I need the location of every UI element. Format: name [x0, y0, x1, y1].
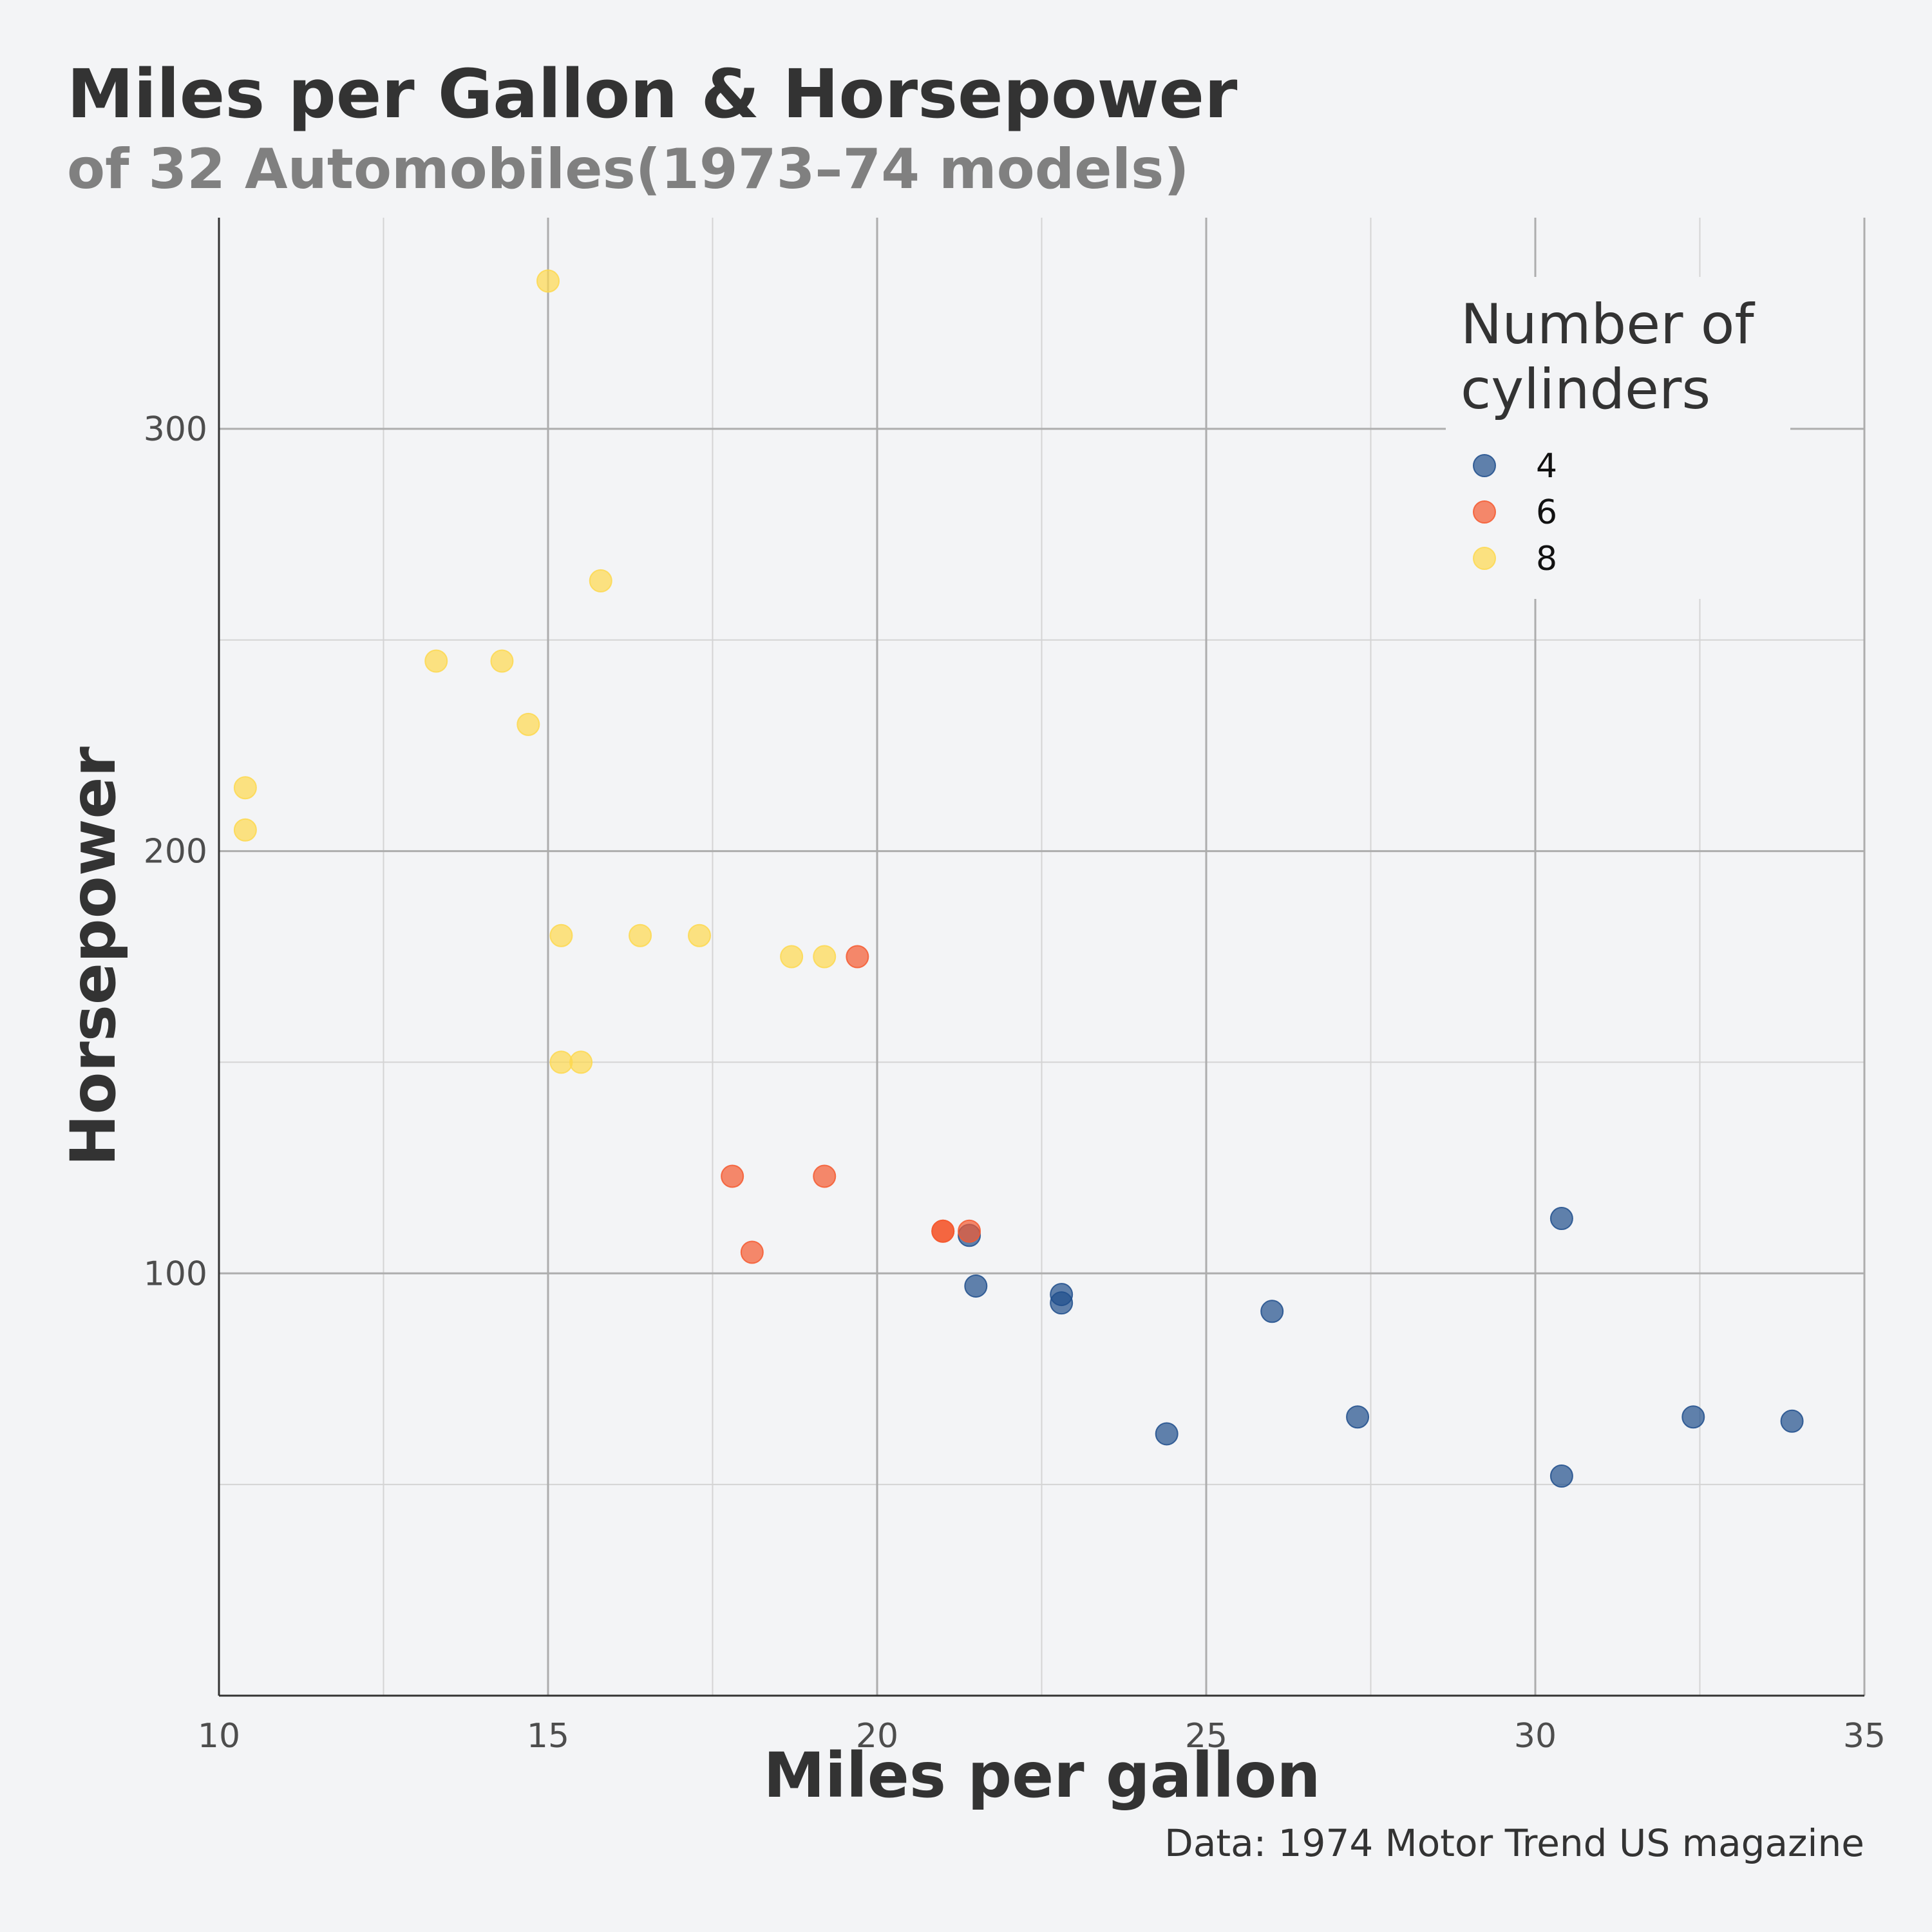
data-points: [233, 269, 1804, 1488]
legend-background: [1446, 277, 1790, 599]
x-tick-label: 30: [1514, 1717, 1557, 1756]
axes: [218, 218, 1864, 1697]
data-point-cyl-4: [1155, 1422, 1179, 1446]
data-point-cyl-4: [1050, 1283, 1074, 1307]
legend-items: 4 6 8: [1473, 447, 1557, 578]
data-point-cyl-8: [549, 923, 573, 947]
chart-subtitle: of 32 Automobiles(1973–74 models): [67, 137, 1189, 202]
data-point-cyl-4: [1346, 1405, 1370, 1429]
data-point-cyl-8: [688, 923, 712, 947]
data-point-cyl-4: [1549, 1464, 1573, 1488]
data-point-cyl-8: [233, 776, 257, 800]
data-point-cyl-8: [549, 1050, 573, 1074]
data-point-cyl-6: [846, 945, 869, 969]
data-point-cyl-6: [958, 1219, 981, 1243]
data-point-cyl-8: [780, 945, 804, 969]
data-point-cyl-8: [233, 818, 257, 842]
legend-title-line-2: cylinders: [1461, 357, 1710, 422]
x-tick-label: 20: [856, 1717, 898, 1756]
data-point-cyl-6: [740, 1240, 764, 1264]
x-axis-title: Miles per gallon: [763, 1739, 1320, 1812]
data-point-cyl-4: [1681, 1405, 1705, 1429]
y-tick-label: 300: [144, 410, 207, 449]
data-point-cyl-8: [536, 269, 560, 293]
legend-label-4: 4: [1536, 447, 1557, 486]
tick-labels: 10 15 20 25 30 35 100 200 300: [144, 410, 1886, 1756]
legend: Number of cylinders 4 6 8: [1446, 277, 1790, 599]
y-tick-label: 100: [144, 1255, 207, 1293]
data-point-cyl-4: [964, 1274, 988, 1298]
y-tick-label: 200: [144, 833, 207, 871]
data-point-cyl-6: [721, 1164, 744, 1188]
data-point-cyl-4: [1780, 1409, 1804, 1433]
legend-marker-4: [1473, 454, 1496, 477]
legend-marker-6: [1473, 500, 1496, 524]
legend-label-6: 6: [1536, 493, 1557, 532]
legend-marker-8: [1473, 547, 1496, 570]
data-point-cyl-6: [931, 1219, 955, 1243]
x-tick-label: 35: [1843, 1717, 1886, 1756]
y-axis-title: Horsepower: [57, 746, 129, 1166]
data-point-cyl-6: [813, 1164, 837, 1188]
data-point-cyl-4: [1549, 1207, 1573, 1231]
data-point-cyl-8: [569, 1050, 593, 1074]
data-point-cyl-8: [424, 649, 448, 673]
x-tick-label: 15: [527, 1717, 569, 1756]
legend-label-8: 8: [1536, 540, 1557, 578]
chart-caption: Data: 1974 Motor Trend US magazine: [1164, 1821, 1864, 1865]
x-tick-label: 10: [198, 1717, 240, 1756]
legend-title-line-1: Number of: [1461, 292, 1755, 357]
data-point-cyl-8: [629, 923, 652, 947]
data-point-cyl-8: [516, 712, 540, 736]
data-point-cyl-8: [813, 945, 837, 969]
data-point-cyl-4: [1260, 1300, 1284, 1323]
data-point-cyl-8: [589, 569, 612, 592]
data-point-cyl-8: [490, 649, 514, 673]
x-tick-label: 25: [1185, 1717, 1227, 1756]
chart-title: Miles per Gallon & Horsepower: [67, 55, 1237, 133]
